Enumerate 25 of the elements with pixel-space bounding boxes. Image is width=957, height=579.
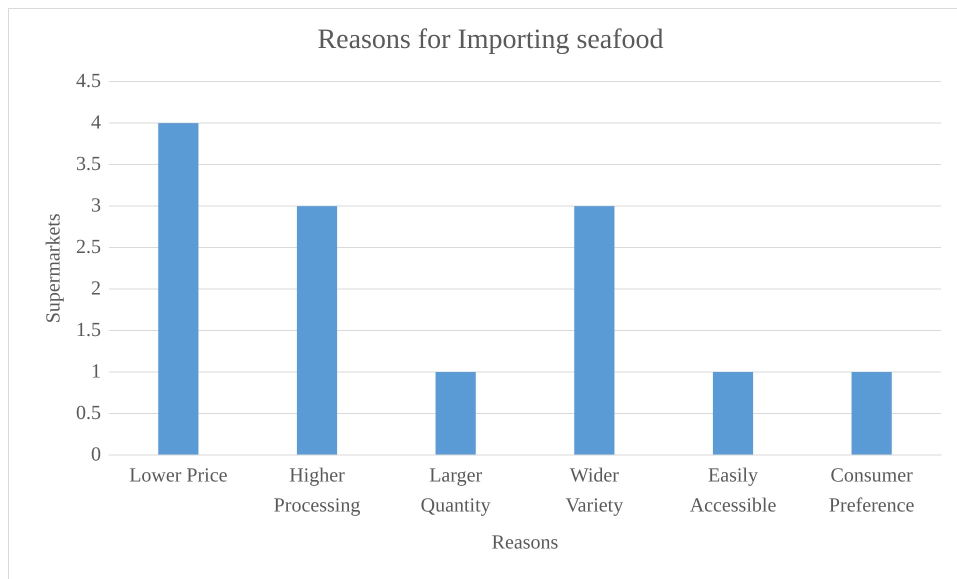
chart-title: Reasons for Importing seafood — [317, 24, 664, 56]
y-tick-label: 3.5 — [76, 152, 101, 175]
y-tick-label: 2.5 — [76, 236, 101, 258]
y-tick-label: 1 — [91, 360, 101, 382]
x-axis-title: Reasons — [492, 531, 559, 554]
y-tick-label: 4.5 — [76, 70, 101, 92]
bar — [436, 372, 476, 454]
x-tick-label: Higher Processing — [274, 464, 360, 516]
y-tick-label: 3 — [91, 194, 101, 216]
y-tick-label: 2 — [91, 277, 101, 300]
y-tick-label: 1.5 — [76, 318, 101, 341]
x-tick-label: Lower Price — [129, 464, 228, 486]
x-tick-label: Consumer Preference — [828, 464, 915, 516]
y-tick-label: 0.5 — [76, 402, 101, 424]
bar — [712, 372, 754, 454]
y-tick-label: 0 — [91, 443, 101, 466]
x-tick-label: Larger Quantity — [420, 464, 491, 516]
y-axis-title: Supermarkets — [42, 213, 64, 324]
bar — [852, 372, 892, 454]
x-tick-label: Easily Accessible — [690, 464, 776, 516]
bar — [158, 123, 198, 454]
bar — [296, 206, 338, 454]
bar — [574, 206, 614, 454]
x-tick-label: Wider Variety — [565, 464, 624, 516]
y-tick-label: 4 — [91, 111, 101, 134]
